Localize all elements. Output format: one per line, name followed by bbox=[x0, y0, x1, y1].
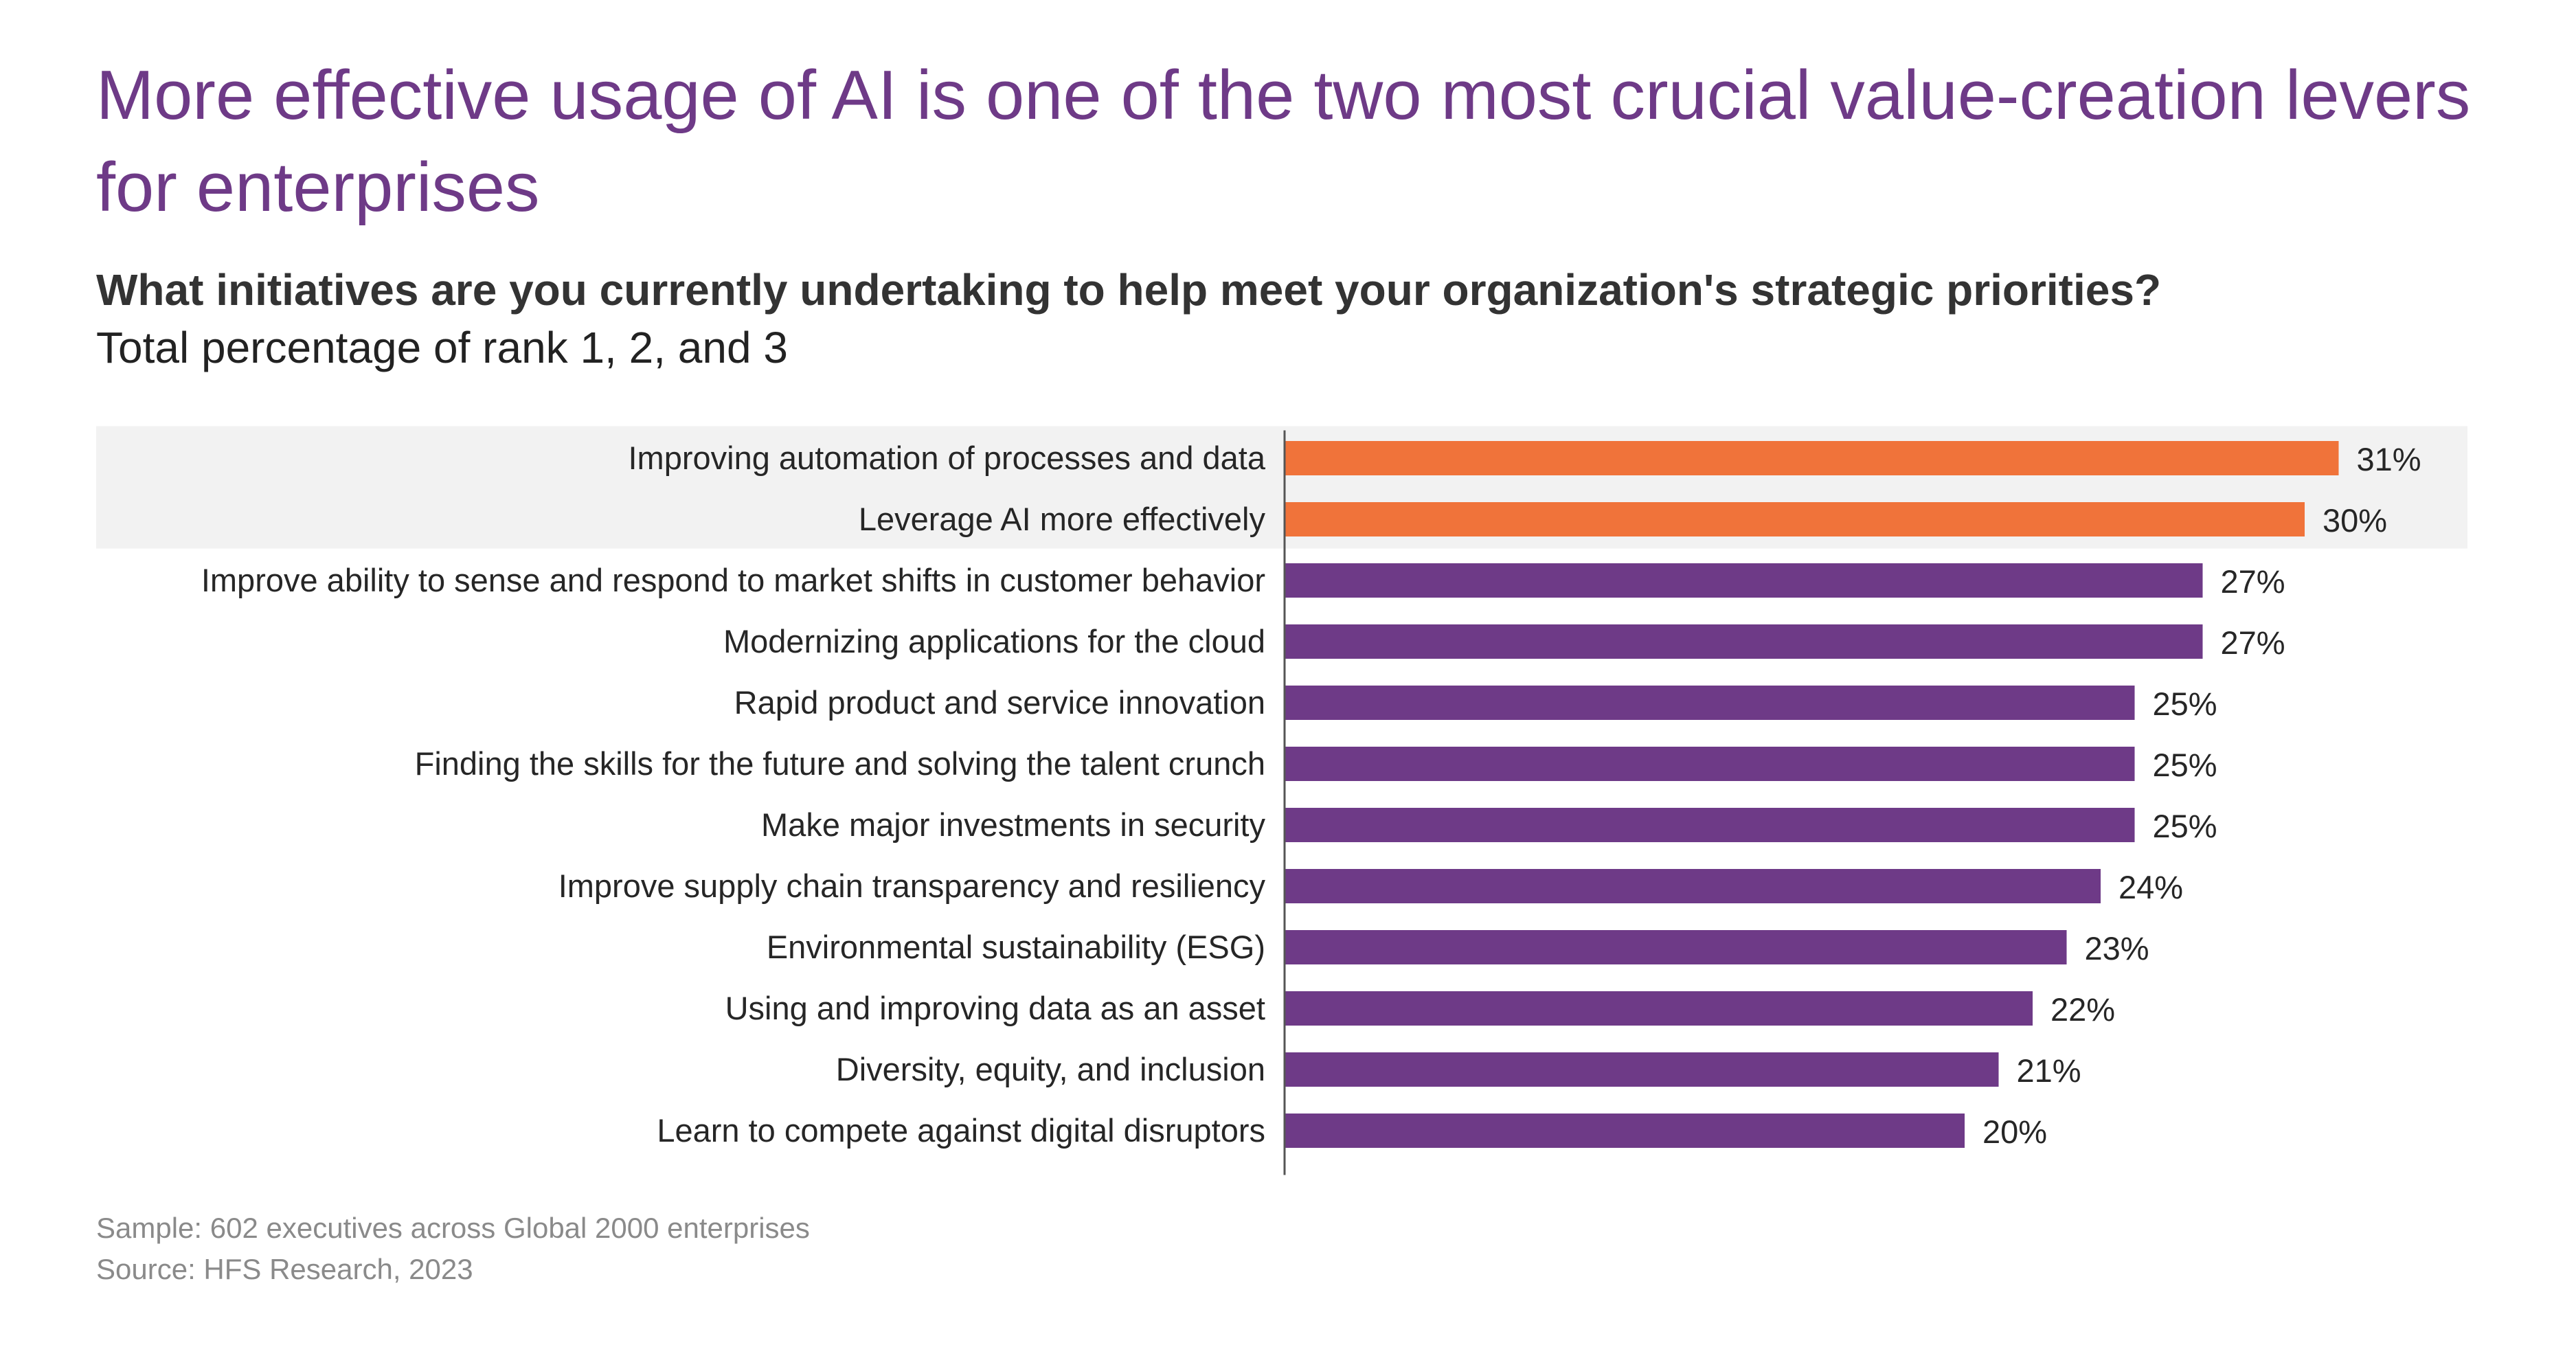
value-label-1: 31% bbox=[2357, 441, 2421, 477]
category-label-4: Modernizing applications for the cloud bbox=[723, 623, 1265, 659]
chart-subtitle: Total percentage of rank 1, 2, and 3 bbox=[96, 323, 788, 372]
category-label-9: Environmental sustainability (ESG) bbox=[767, 929, 1265, 965]
category-label-12: Learn to compete against digital disrupt… bbox=[657, 1112, 1265, 1149]
bar-8 bbox=[1285, 869, 2101, 903]
value-label-4: 27% bbox=[2221, 624, 2285, 661]
category-label-8: Improve supply chain transparency and re… bbox=[558, 868, 1266, 904]
footnote-sample: Sample: 602 executives across Global 200… bbox=[96, 1212, 810, 1244]
category-label-3: Improve ability to sense and respond to … bbox=[201, 562, 1265, 598]
value-label-9: 23% bbox=[2085, 930, 2149, 967]
value-label-10: 22% bbox=[2050, 991, 2115, 1028]
value-label-2: 30% bbox=[2323, 502, 2387, 539]
bar-9 bbox=[1285, 930, 2067, 964]
value-label-8: 24% bbox=[2119, 869, 2183, 905]
category-label-7: Make major investments in security bbox=[761, 806, 1265, 843]
bar-12 bbox=[1285, 1114, 1965, 1148]
footnote-source: Source: HFS Research, 2023 bbox=[96, 1253, 473, 1285]
survey-question: What initiatives are you currently under… bbox=[96, 265, 2162, 315]
bar-3 bbox=[1285, 563, 2203, 598]
category-label-6: Finding the skills for the future and so… bbox=[415, 745, 1265, 782]
bar-7 bbox=[1285, 808, 2135, 842]
bar-11 bbox=[1285, 1052, 1999, 1087]
category-label-11: Diversity, equity, and inclusion bbox=[836, 1051, 1265, 1087]
bar-10 bbox=[1285, 991, 2033, 1026]
value-label-6: 25% bbox=[2153, 747, 2217, 783]
value-label-12: 20% bbox=[1982, 1114, 2047, 1150]
value-label-11: 21% bbox=[2017, 1052, 2081, 1089]
value-label-5: 25% bbox=[2153, 686, 2217, 722]
category-label-5: Rapid product and service innovation bbox=[734, 684, 1265, 721]
category-label-2: Leverage AI more effectively bbox=[859, 501, 1266, 537]
page-title: More effective usage of AI is one of the… bbox=[96, 57, 2471, 226]
value-label-3: 27% bbox=[2221, 563, 2285, 600]
bar-4 bbox=[1285, 624, 2203, 659]
bar-2 bbox=[1285, 502, 2305, 536]
category-label-1: Improving automation of processes and da… bbox=[629, 440, 1266, 476]
bar-5 bbox=[1285, 686, 2135, 720]
category-label-10: Using and improving data as an asset bbox=[725, 990, 1265, 1026]
value-label-7: 25% bbox=[2153, 808, 2217, 844]
bar-6 bbox=[1285, 747, 2135, 781]
bar-1 bbox=[1285, 441, 2339, 475]
